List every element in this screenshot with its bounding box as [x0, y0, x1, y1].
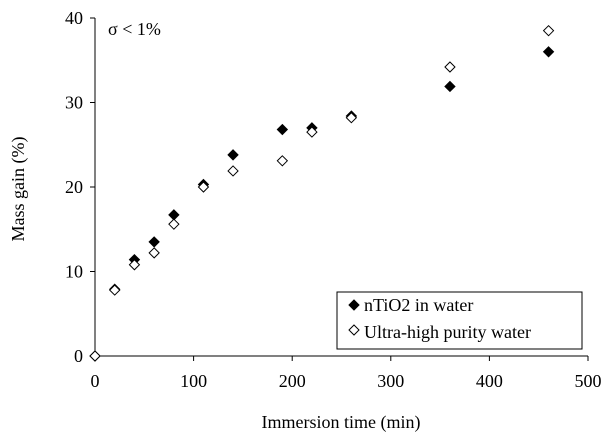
- x-tick-label: 300: [377, 371, 404, 391]
- x-axis-label: Immersion time (min): [262, 412, 421, 433]
- legend: nTiO2 in water Ultra-high purity water: [336, 291, 583, 350]
- y-tick-label: 20: [65, 177, 83, 197]
- legend-marker-uhp-water: [348, 324, 360, 336]
- point-uhp-water: [128, 259, 141, 271]
- point-uhp-water: [345, 112, 358, 124]
- data-points: [89, 24, 555, 362]
- x-tick-label: 500: [575, 371, 602, 391]
- x-tick-label: 400: [476, 371, 503, 391]
- x-tick-label: 100: [180, 371, 207, 391]
- x-tick-label: 0: [91, 371, 100, 391]
- point-uhp-water: [227, 165, 239, 177]
- sigma-annotation: σ < 1%: [108, 19, 161, 39]
- point-ntio2: [227, 149, 239, 161]
- legend-label-ntio2: nTiO2 in water: [364, 295, 473, 315]
- y-tick-label: 10: [65, 262, 83, 282]
- point-ntio2: [276, 123, 289, 136]
- y-tick-label: 0: [74, 346, 83, 366]
- point-uhp-water: [306, 126, 318, 138]
- point-uhp-water: [109, 284, 121, 296]
- point-uhp-water: [444, 61, 456, 73]
- y-tick-label: 40: [65, 8, 83, 28]
- legend-box: [336, 291, 583, 350]
- point-uhp-water: [542, 24, 555, 37]
- point-ntio2: [444, 80, 456, 93]
- legend-label-uhp-water: Ultra-high purity water: [364, 322, 531, 342]
- point-ntio2: [148, 236, 160, 248]
- point-uhp-water: [276, 155, 289, 167]
- point-uhp-water: [197, 181, 210, 193]
- axes: [90, 17, 589, 361]
- x-tick-label: 200: [279, 371, 306, 391]
- point-uhp-water: [89, 350, 101, 362]
- point-ntio2: [168, 209, 180, 221]
- point-uhp-water: [168, 218, 180, 230]
- y-tick-label: 30: [65, 93, 83, 113]
- legend-marker-ntio2: [348, 299, 360, 311]
- y-axis-label: Mass gain (%): [8, 137, 29, 242]
- point-ntio2: [542, 46, 555, 58]
- point-uhp-water: [148, 247, 160, 259]
